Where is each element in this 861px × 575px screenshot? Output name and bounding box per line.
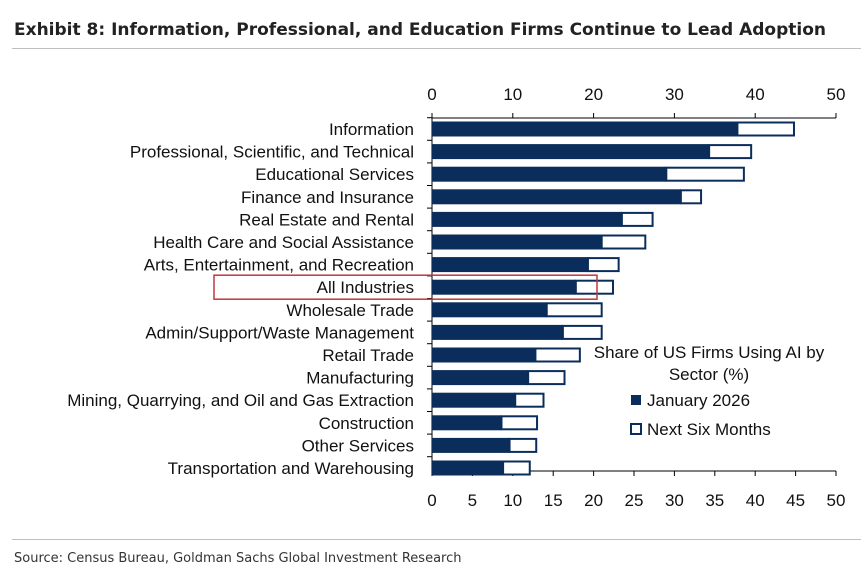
top-tick-label: 40 [746,85,765,104]
category-label: Wholesale Trade [286,301,414,320]
legend: Share of US Firms Using AI by Sector (%)… [594,343,825,439]
bar-january-2026 [432,370,529,386]
bar-january-2026 [432,234,602,250]
legend-label-next-six-months: Next Six Months [647,420,771,439]
bar-next-six-months [545,302,603,318]
bar-next-six-months [527,370,566,386]
bottom-tick-label: 45 [786,491,805,510]
bar-january-2026 [432,166,667,182]
bar-january-2026 [432,392,516,408]
legend-swatch-january-2026 [631,395,641,405]
bar-january-2026 [432,415,502,431]
category-label: Information [329,120,414,139]
legend-title-line1: Share of US Firms Using AI by [594,343,825,362]
category-label: Admin/Support/Waste Management [145,323,414,342]
legend-swatch-next-six-months [630,423,642,435]
bottom-tick-label: 30 [665,491,684,510]
bar-next-six-months [600,234,647,250]
category-label: Construction [319,414,414,433]
bar-next-six-months [502,460,531,476]
category-label: All Industries [317,278,414,297]
bottom-tick-label: 50 [827,491,846,510]
footer-divider [12,539,861,540]
bars [432,121,795,476]
bottom-tick-label: 20 [584,491,603,510]
top-tick-label: 50 [827,85,846,104]
bar-next-six-months [586,257,620,273]
bar-chart: 0 10 20 30 40 50 0 5 10 15 20 25 30 35 40 45 50 Informa… [67,85,846,510]
category-label: Other Services [302,436,414,455]
bar-next-six-months [561,324,603,340]
bar-next-six-months [500,415,539,431]
category-label: Transportation and Warehousing [168,459,414,478]
legend-title-line2: Sector (%) [669,365,749,384]
bar-next-six-months [508,437,538,453]
bottom-axis: 0 5 10 15 20 25 30 35 40 45 50 [427,470,846,510]
top-tick-label: 10 [503,85,522,104]
category-label: Professional, Scientific, and Technical [130,143,414,162]
bar-january-2026 [432,121,738,137]
bar-january-2026 [432,189,681,205]
top-tick-label: 0 [427,85,436,104]
category-label: Educational Services [255,165,414,184]
source-note: Source: Census Bureau, Goldman Sachs Glo… [14,551,462,566]
bar-next-six-months [534,347,581,363]
bar-next-six-months [574,279,614,295]
category-label: Retail Trade [322,346,414,365]
all-industries-highlight-box [213,274,598,300]
bar-january-2026 [432,437,510,453]
bar-next-six-months [665,166,745,182]
bar-january-2026 [432,279,576,295]
bar-january-2026 [432,144,710,160]
top-tick-label: 20 [584,85,603,104]
category-label: Mining, Quarrying, and Oil and Gas Extra… [67,391,414,410]
bar-january-2026 [432,211,622,227]
category-label: Finance and Insurance [241,188,414,207]
bottom-tick-label: 35 [705,491,724,510]
category-label: Real Estate and Rental [239,210,414,229]
bottom-tick-label: 40 [746,491,765,510]
bar-january-2026 [432,324,563,340]
bottom-tick-label: 10 [503,491,522,510]
legend-label-january-2026: January 2026 [647,391,750,410]
bar-next-six-months [708,144,753,160]
bar-next-six-months [620,211,654,227]
bar-next-six-months [679,189,703,205]
bottom-tick-label: 5 [468,491,477,510]
bar-january-2026 [432,257,588,273]
category-label: Arts, Entertainment, and Recreation [144,256,414,275]
bar-next-six-months [514,392,545,408]
top-tick-label: 30 [665,85,684,104]
title-divider [12,48,861,49]
bar-next-six-months [736,121,795,137]
category-labels: Information Professional, Scientific, and… [67,117,432,478]
bottom-tick-label: 25 [625,491,644,510]
bottom-tick-label: 0 [427,491,436,510]
bottom-tick-label: 15 [544,491,563,510]
bar-january-2026 [432,460,504,476]
category-label: Manufacturing [306,369,414,388]
top-axis: 0 10 20 30 40 50 [427,85,845,471]
category-label: Health Care and Social Assistance [153,233,414,252]
exhibit-title: Exhibit 8: Information, Professional, an… [14,20,826,40]
bar-january-2026 [432,347,536,363]
bar-january-2026 [432,302,547,318]
